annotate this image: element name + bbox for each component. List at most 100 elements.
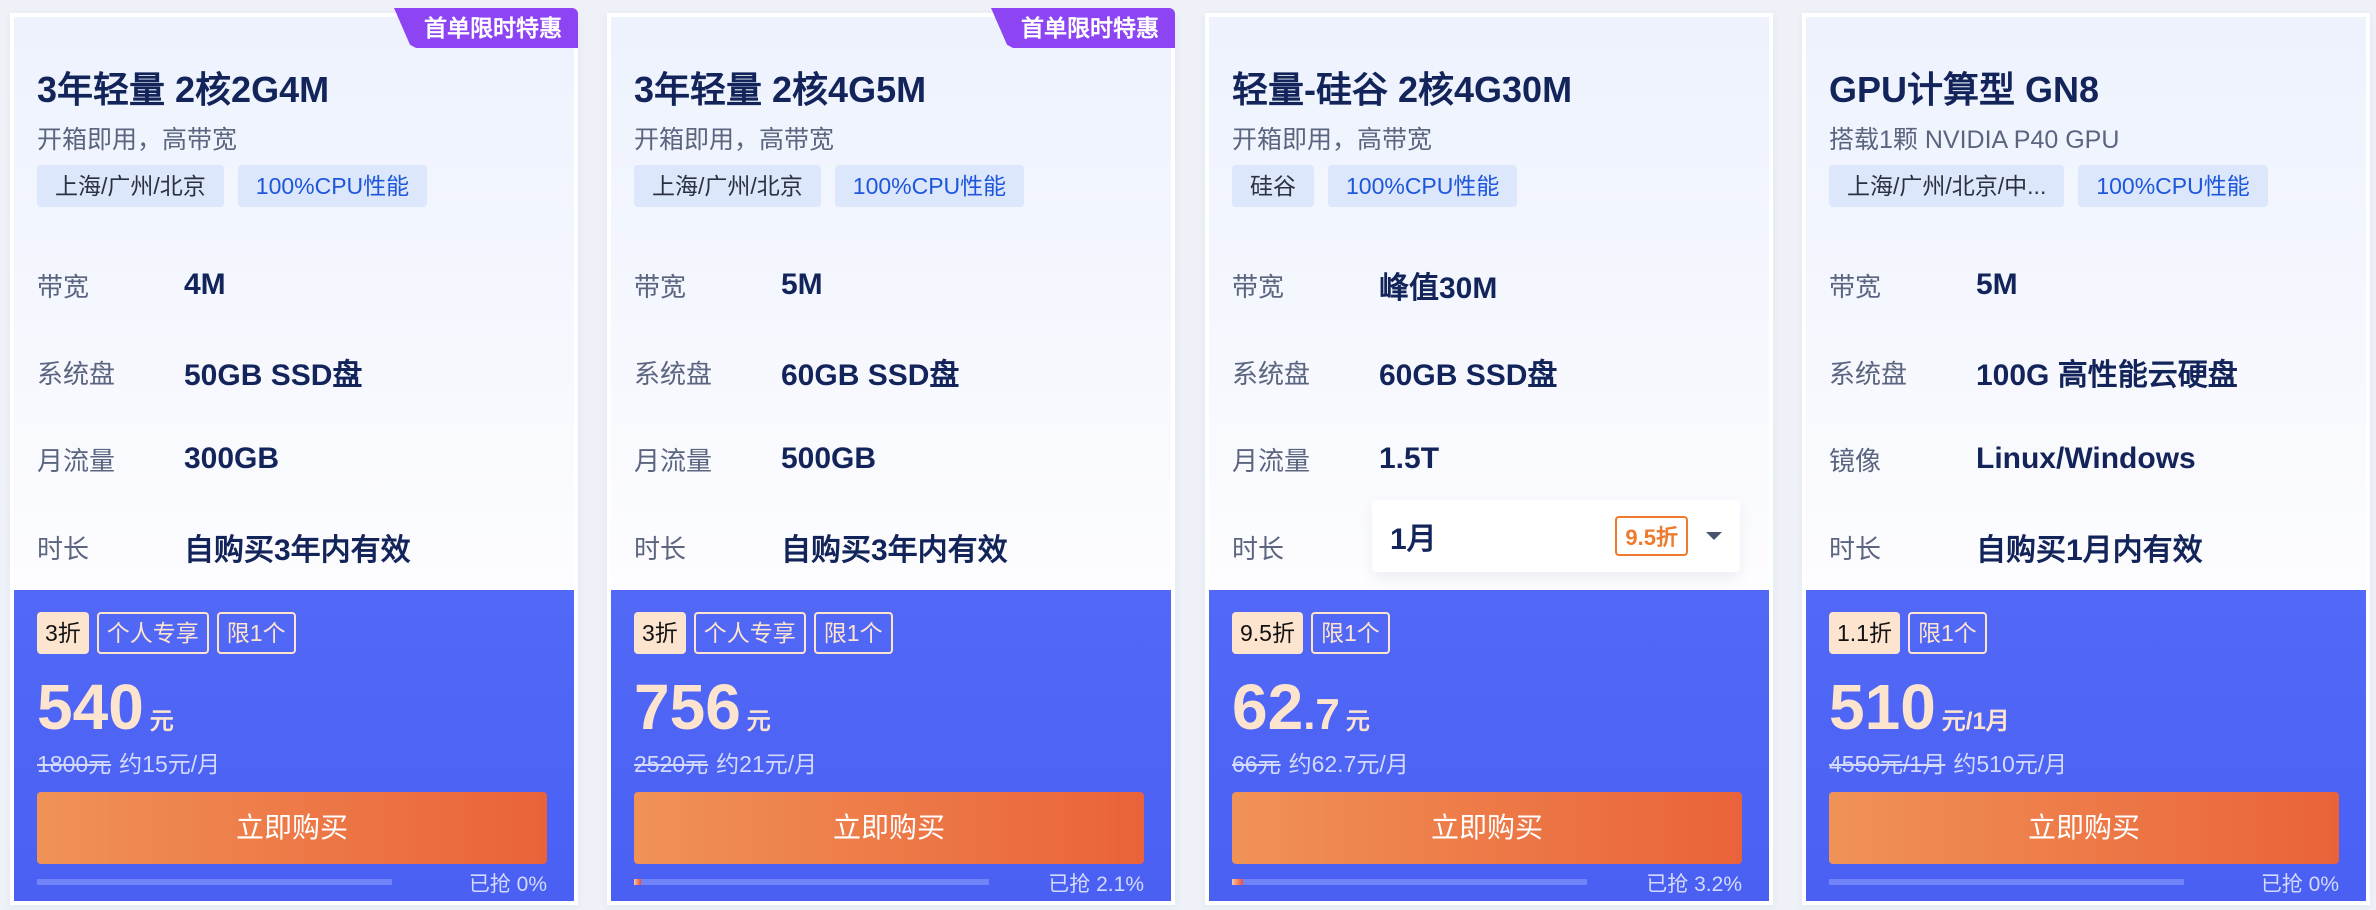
spec-row: 系统盘 60GB SSD盘 — [1232, 352, 1557, 393]
spec-label: 月流量 — [1232, 445, 1311, 476]
spec-row: 带宽 峰值30M — [1232, 265, 1498, 306]
spec-row: 系统盘 50GB SSD盘 — [37, 352, 362, 393]
spec-value: 自购买3年内有效 — [184, 534, 411, 567]
spec-label: 时长 — [37, 533, 90, 564]
limit-badge: 个人专享 — [693, 612, 806, 654]
cpu-tag: 100%CPU性能 — [2078, 165, 2268, 207]
badge-list: 3折 个人专享 限1个 — [37, 612, 296, 654]
price-detail: 66元 约62.7元/月 — [1232, 745, 1409, 779]
spec-row: 时长 — [1232, 527, 1379, 567]
spec-row: 带宽 4M — [37, 265, 226, 305]
product-card[interactable]: 轻量-硅谷 2核4G30M 开箱即用，高带宽 硅谷 100%CPU性能 带宽 峰值30M 系… — [1205, 13, 1773, 905]
price-panel: 3折 个人专享 限1个 756 元 2520元 约21元/月立即购买已抢 2.1% — [611, 590, 1171, 901]
region-tag: 上海/广州/北京/中... — [1829, 165, 2065, 207]
price-integer: 756 — [634, 671, 741, 743]
monthly-price: 约62.7元/月 — [1288, 751, 1409, 777]
product-subtitle: 开箱即用，高带宽 — [634, 126, 835, 154]
spec-row: 系统盘 100G 高性能云硬盘 — [1829, 352, 2238, 393]
original-price: 4550元/1月 — [1829, 751, 1946, 777]
buy-now-button[interactable]: 立即购买 — [634, 792, 1144, 864]
spec-row: 带宽 5M — [634, 265, 823, 305]
buy-now-button[interactable]: 立即购买 — [1232, 792, 1742, 864]
discount-badge: 3折 — [37, 612, 89, 654]
cpu-tag: 100%CPU性能 — [834, 165, 1025, 207]
region-tag: 上海/广州/北京 — [634, 165, 821, 207]
sold-progress-bar — [1829, 879, 2184, 885]
price-unit: 元 — [746, 708, 771, 735]
price-panel: 3折 个人专享 限1个 540 元 1800元 约15元/月 立即购买 已抢 0% — [14, 590, 574, 901]
spec-label: 月流量 — [634, 445, 713, 476]
spec-value: 峰值30M — [1379, 272, 1498, 305]
product-subtitle: 搭载1颗 NVIDIA P40 GPU — [1829, 126, 2120, 154]
price-integer: 62 — [1232, 671, 1304, 743]
spec-value: 自购买1月内有效 — [1976, 534, 2203, 567]
spec-label: 月流量 — [37, 445, 116, 476]
spec-value: Linux/Windows — [1976, 442, 2196, 475]
spec-row: 系统盘 60GB SSD盘 — [634, 352, 960, 393]
spec-label: 系统盘 — [37, 358, 116, 389]
spec-label: 时长 — [1829, 533, 1882, 564]
price-unit: 元 — [149, 708, 174, 735]
spec-label: 系统盘 — [1232, 358, 1311, 389]
spec-value: 100G 高性能云硬盘 — [1976, 359, 2238, 392]
region-tag: 上海/广州/北京 — [37, 165, 224, 207]
buy-now-button[interactable]: 立即购买 — [37, 792, 547, 864]
spec-row: 月流量 500GB — [634, 439, 876, 479]
sold-progress-fill — [1232, 879, 1244, 885]
price-detail: 2520元 约21元/月 — [634, 745, 817, 779]
limit-badge: 限1个 — [216, 612, 296, 654]
spec-row: 镜像 Linux/Windows — [1829, 439, 2196, 479]
spec-row: 时长 自购买3年内有效 — [634, 527, 1008, 568]
spec-value: 5M — [781, 268, 823, 301]
duration-select[interactable]: 1月 9.5折 — [1372, 500, 1740, 572]
sold-percent-label: 已抢 3.2% — [1646, 873, 1742, 896]
price-unit: 元 — [1345, 708, 1370, 735]
spec-label: 时长 — [634, 533, 687, 564]
product-title: 轻量-硅谷 2核4G30M — [1232, 69, 1573, 110]
monthly-price: 约510元/月 — [1953, 751, 2068, 777]
limit-badge: 限1个 — [1310, 612, 1390, 654]
product-subtitle: 开箱即用，高带宽 — [37, 126, 238, 154]
card-header — [1209, 17, 1769, 590]
buy-now-button[interactable]: 立即购买 — [1829, 792, 2339, 864]
sold-percent-label: 已抢 2.1% — [1048, 873, 1144, 896]
duration-discount-badge: 9.5折 — [1615, 516, 1688, 556]
region-tag: 硅谷 — [1232, 165, 1314, 207]
price: 62.7 元 — [1232, 670, 1370, 744]
caret-down-icon — [1706, 532, 1722, 540]
spec-label: 带宽 — [37, 271, 90, 302]
spec-row: 时长 自购买3年内有效 — [37, 527, 411, 568]
product-card[interactable]: GPU计算型 GN8 搭载1颗 NVIDIA P40 GPU 上海/广州/北京/中.… — [1802, 13, 2370, 905]
spec-label: 带宽 — [1232, 271, 1285, 302]
discount-badge: 3折 — [634, 612, 686, 654]
limit-badge: 限1个 — [1907, 612, 1987, 654]
product-title: 3年轻量 2核2G4M — [37, 69, 330, 110]
spec-value: 自购买3年内有效 — [781, 534, 1008, 567]
spec-value: 60GB SSD盘 — [781, 359, 960, 392]
spec-label: 时长 — [1232, 533, 1285, 564]
tag-list: 上海/广州/北京 100%CPU性能 — [634, 165, 1025, 207]
limit-badge: 个人专享 — [96, 612, 209, 654]
spec-row: 带宽 5M — [1829, 265, 2018, 305]
price: 510 元/1月 — [1829, 670, 2010, 744]
promo-ribbon: 首单限时特惠 — [394, 8, 578, 48]
product-card[interactable]: 首单限时特惠 3年轻量 2核2G4M 开箱即用，高带宽上海/广州/北京 100%CPU… — [10, 8, 578, 905]
limit-badge: 限1个 — [813, 612, 893, 654]
product-card[interactable]: 首单限时特惠 3年轻量 2核4G5M 开箱即用，高带宽 上海/广州/北京 100%CPU… — [607, 8, 1175, 905]
product-title: 3年轻量 2核4G5M — [634, 69, 927, 110]
sold-percent-label: 已抢 0% — [2260, 873, 2339, 896]
spec-label: 系统盘 — [634, 358, 713, 389]
card-header — [14, 17, 574, 590]
price-panel: 1.1折 限1个 510 元/1月 4550元/1月 约510元/月立即购买已抢 0% — [1806, 590, 2366, 901]
cpu-tag: 100%CPU性能 — [237, 165, 428, 207]
sold-progress-bar — [1232, 879, 1587, 885]
badge-list: 1.1折 限1个 — [1829, 612, 1987, 654]
price-panel: 9.5折 限1个 62.7 元 66元 约62.7元/月 立即购买 已抢 3.2% — [1209, 590, 1769, 901]
price-integer: 540 — [37, 671, 144, 743]
spec-label: 镜像 — [1829, 445, 1882, 476]
spec-row: 时长 自购买1月内有效 — [1829, 527, 2203, 568]
monthly-price: 约15元/月 — [119, 751, 221, 777]
discount-badge: 9.5折 — [1232, 612, 1303, 654]
spec-value: 4M — [184, 268, 226, 301]
price-decimal: .7 — [1303, 690, 1340, 739]
